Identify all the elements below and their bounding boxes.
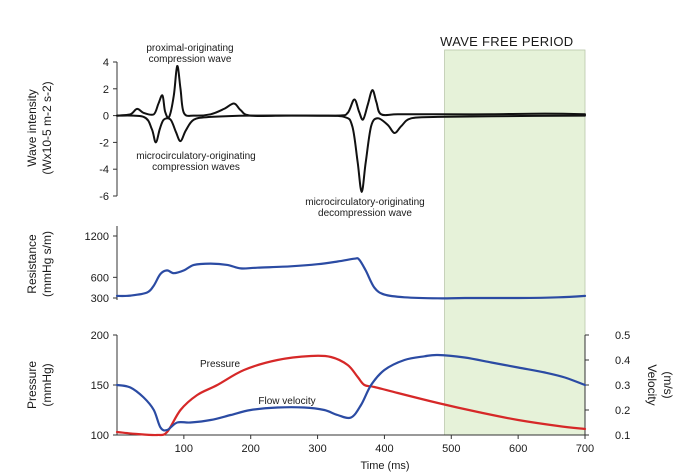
wave-intensity-ylabel: Wave intensity [25, 89, 39, 167]
y2-tick-label: 0.1 [615, 430, 630, 442]
annotation-micro-decompression-line1: microcirculatory-originating [305, 197, 424, 208]
resistance-ylabel-unit: (mmHg s/m) [40, 231, 54, 297]
y2-tick-label: 0.2 [615, 405, 630, 417]
y-tick-label: 2 [103, 84, 109, 96]
wave-intensity-series [116, 64, 586, 193]
resistance-panel: 1200 600 300 Resistance (mmHg s/m) [25, 226, 587, 305]
pressure-series-label: Pressure [200, 359, 240, 370]
y-tick-label: -4 [99, 164, 109, 176]
x-tick-label: 700 [576, 443, 594, 455]
y-tick-label: -6 [99, 191, 109, 203]
pressure-y-ticks: 200 150 100 [91, 330, 117, 442]
series-line-2-1 [115, 353, 587, 432]
pressure-velocity-panel: 200 150 100 0.5 0.4 0.3 0.2 0.1 100 200 300 400 50… [25, 330, 675, 472]
y-tick-label: 200 [91, 330, 109, 342]
y-tick-label: 300 [91, 293, 109, 305]
y-tick-label: 150 [91, 380, 109, 392]
wave-intensity-panel: 4 2 0 -2 -4 -6 Wave intensity (Wx10-5 m-2 s-2… [25, 43, 586, 219]
annotation-proximal-line1: proximal-originating [146, 43, 233, 54]
y2-tick-label: 0.3 [615, 380, 630, 392]
annotation-proximal-line2: compression wave [149, 54, 232, 65]
y-tick-label: 0 [103, 111, 109, 123]
pressure-velocity-series [115, 353, 587, 437]
series-line-0-0 [116, 64, 586, 121]
velocity-ylabel-unit: (m/s) [661, 371, 675, 398]
x-tick-label: 400 [375, 443, 393, 455]
time-xlabel: Time (ms) [360, 460, 409, 472]
time-x-ticks: 100 200 300 400 500 600 700 [175, 435, 594, 455]
y-tick-label: 100 [91, 430, 109, 442]
wave-intensity-ylabel-unit: (Wx10-5 m-2 s-2) [40, 81, 54, 174]
x-tick-label: 200 [242, 443, 260, 455]
annotation-micro-decompression-line2: decompression wave [318, 208, 412, 219]
pressure-ylabel-unit: (mmHg) [40, 363, 54, 406]
velocity-y-ticks: 0.5 0.4 0.3 0.2 0.1 [585, 330, 630, 442]
annotation-micro-compression-line2: compression waves [152, 162, 240, 173]
x-tick-label: 600 [509, 443, 527, 455]
pressure-ylabel: Pressure [25, 361, 39, 409]
y2-tick-label: 0.5 [615, 330, 630, 342]
wave-intensity-y-ticks: 4 2 0 -2 -4 -6 [99, 57, 117, 203]
y-tick-label: 1200 [85, 231, 109, 243]
resistance-series [115, 257, 587, 300]
x-tick-label: 300 [308, 443, 326, 455]
x-tick-label: 500 [442, 443, 460, 455]
resistance-y-ticks: 1200 600 300 [85, 231, 117, 305]
resistance-ylabel: Resistance [25, 234, 39, 294]
y-tick-label: 600 [91, 272, 109, 284]
series-line-0-1 [116, 114, 586, 193]
wave-free-period-label: WAVE FREE PERIOD [440, 34, 573, 49]
flow-velocity-series-label: Flow velocity [258, 396, 315, 407]
y-tick-label: 4 [103, 57, 109, 69]
velocity-ylabel: Velocity [645, 364, 659, 405]
y-tick-label: -2 [99, 137, 109, 149]
y2-tick-label: 0.4 [615, 355, 630, 367]
x-tick-label: 100 [175, 443, 193, 455]
series-line-1-0 [115, 257, 587, 300]
annotation-micro-compression-line1: microcirculatory-originating [136, 151, 255, 162]
